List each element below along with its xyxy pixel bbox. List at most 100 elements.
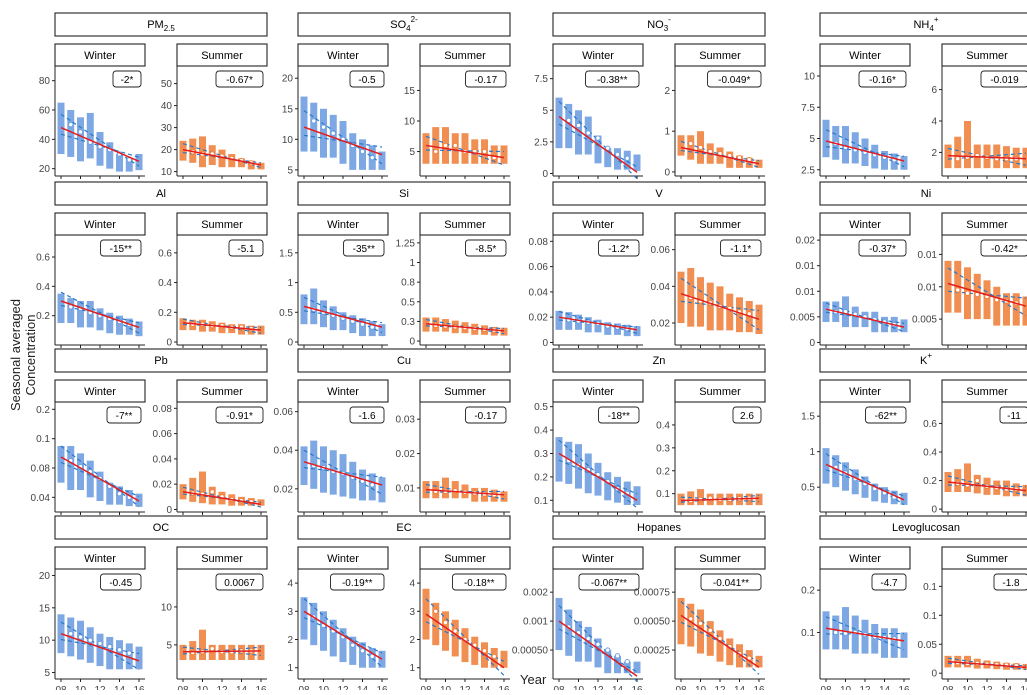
pollutant-title-base: Cu — [397, 355, 411, 367]
season-label: Summer — [966, 219, 1008, 231]
y-tick-label: 0.5 — [401, 297, 415, 308]
pollutant-title-base: NO — [647, 19, 664, 31]
x-tick-label: 10 — [962, 685, 974, 690]
summer-box — [423, 589, 430, 640]
summer-box — [687, 604, 694, 647]
slope-label: -5.1 — [237, 244, 255, 255]
y-tick-label: 0.5 — [534, 402, 548, 413]
pollutant-strip: Pb — [55, 349, 267, 372]
summer-box — [199, 472, 206, 504]
season-label: Winter — [582, 553, 614, 565]
x-tick-label: 14 — [879, 685, 891, 690]
slope-label: -0.42* — [991, 244, 1018, 255]
pollutant-title-sub: 3 — [664, 24, 669, 33]
pollutant-title-base: Levoglucosan — [892, 522, 960, 534]
winter-box — [862, 477, 869, 498]
winter-box — [97, 308, 104, 330]
mean-point — [210, 646, 214, 650]
y-tick-label: 0.00050 — [512, 646, 549, 657]
y-tick-label: 1 — [409, 258, 415, 269]
summer-panel: 00.050.10.10810121416-1.8 — [918, 569, 1027, 690]
season-label: Winter — [327, 50, 359, 62]
y-tick-label: 0.08 — [31, 464, 51, 475]
x-tick-label: 10 — [75, 685, 87, 690]
summer-panel: 10203040500810121416-0.67* — [161, 66, 267, 193]
summer-panel: 2460810121416-0.019 — [931, 66, 1027, 193]
slope-label: -0.019 — [990, 75, 1019, 86]
x-tick-label: 12 — [714, 685, 726, 690]
summer-box — [462, 628, 469, 662]
winter-box — [87, 461, 94, 498]
summer-box — [726, 294, 733, 331]
winter-panel: 204060800810121416-2* — [39, 66, 145, 193]
winter-box — [556, 98, 563, 149]
x-tick-label: 08 — [420, 685, 432, 690]
mean-point — [698, 621, 702, 625]
season-label: Winter — [582, 219, 614, 231]
y-tick-label: 0.2 — [534, 472, 548, 483]
season-label: Summer — [699, 386, 741, 398]
winter-box — [604, 472, 611, 500]
x-axis-title: Year — [520, 672, 546, 687]
mean-point — [586, 131, 590, 135]
y-tick-label: 0.05 — [918, 640, 938, 651]
pollutant-strip: Al — [55, 182, 267, 205]
summer-panel: 0.10.20.30.408101214162.6 — [656, 402, 765, 529]
y-tick-label: 0.1 — [923, 611, 937, 622]
pollutant-title-base: Ni — [921, 188, 931, 200]
pollutant-title-base: OC — [153, 522, 170, 534]
y-tick-label: 0.1 — [534, 496, 548, 507]
mean-point — [360, 149, 364, 153]
x-tick-label: 16 — [498, 685, 510, 690]
slope-label: -35** — [353, 244, 375, 255]
x-tick-label: 08 — [820, 685, 832, 690]
winter-box — [349, 133, 356, 170]
slope-label: -0.041** — [713, 578, 749, 589]
mean-point — [956, 288, 960, 292]
winter-panel: 0.511.50810121416-62** — [801, 402, 910, 529]
pollutant-title: Pb — [154, 355, 167, 367]
winter-box — [634, 155, 641, 171]
summer-panel: 510150810121416-0.17 — [404, 66, 510, 193]
y-tick-label: 0.3 — [534, 449, 548, 460]
y-tick-label: 0 — [166, 505, 172, 516]
winter-box — [379, 477, 386, 502]
y-tick-label: 1 — [287, 663, 293, 674]
x-tick-label: 08 — [298, 685, 310, 690]
slope-label: -2* — [121, 75, 134, 86]
y-tick-label: 40 — [161, 101, 173, 112]
y-tick-label: 2.5 — [801, 165, 815, 176]
season-label: Winter — [327, 219, 359, 231]
mean-point — [321, 125, 325, 129]
summer-panel: 51008101214160.0067 — [161, 569, 267, 690]
summer-box — [984, 280, 991, 319]
winter-box — [58, 294, 65, 323]
summer-box — [687, 135, 694, 159]
y-tick-label: 0 — [409, 337, 415, 348]
pollutant-strip: Levoglucosan — [820, 516, 1027, 539]
pollutant-strip: Cu — [298, 349, 510, 372]
mean-point — [689, 141, 693, 145]
y-tick-label: 6 — [931, 85, 937, 96]
mean-point — [596, 136, 600, 140]
winter-box — [891, 628, 898, 658]
y-tick-label: 0.1 — [923, 582, 937, 593]
y-tick-label: 0.02 — [529, 313, 549, 324]
y-tick-label: 3 — [287, 607, 293, 618]
summer-box — [462, 133, 469, 164]
winter-box — [77, 301, 84, 327]
season-label: Winter — [84, 219, 116, 231]
slope-label: -0.38** — [597, 75, 628, 86]
pollutant-strip: SO42- — [298, 13, 510, 36]
y-axis-title: Seasonal averaged Concentration — [8, 280, 38, 430]
y-tick-label: 0.06 — [529, 262, 549, 273]
y-tick-label: 0 — [166, 338, 172, 349]
pollutant-title-base: Si — [399, 188, 409, 200]
pollutant-title: EC — [396, 522, 411, 534]
slope-label: -18** — [608, 411, 630, 422]
y-tick-label: 0.01 — [396, 483, 416, 494]
y-tick-label: 5 — [166, 640, 172, 651]
y-tick-label: 0.2 — [36, 311, 50, 322]
y-tick-label: 0.03 — [396, 415, 416, 426]
y-tick-label: 1 — [664, 127, 670, 138]
